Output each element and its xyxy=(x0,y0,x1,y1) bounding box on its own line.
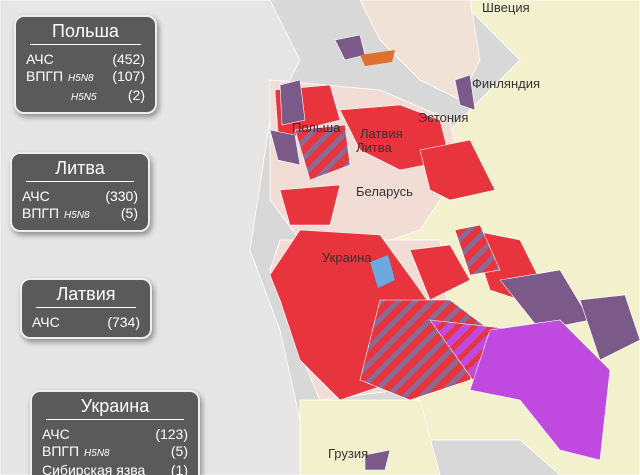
map-label: Швеция xyxy=(482,0,530,15)
box-row: АЧС (123) xyxy=(42,426,188,443)
violet-region xyxy=(469,319,611,461)
map-label: Финляндия xyxy=(472,76,540,91)
row-count: (1) xyxy=(170,462,188,475)
row-subtype xyxy=(55,188,106,205)
info-box: Литва АЧС (330) ВПГП H5N8 (5) xyxy=(10,152,150,232)
row-label: Сибирская язва xyxy=(42,462,146,475)
row-label: ВПГП xyxy=(22,205,60,221)
row-count: (5) xyxy=(170,443,188,459)
info-box: Украина АЧС (123) ВПГП H5N8 (5) Сибирская язва… xyxy=(30,390,200,475)
box-title: Литва xyxy=(26,158,134,182)
map-label: Латвия xyxy=(360,126,403,141)
box-row: Сибирская язва (1) xyxy=(42,462,188,475)
row-count: (452) xyxy=(112,51,145,67)
map-label: Украина xyxy=(322,250,372,265)
row-count: (330) xyxy=(105,188,138,204)
box-row: АЧС (452) xyxy=(26,51,145,68)
info-box: Латвия АЧС (734) xyxy=(20,278,152,339)
row-subtype xyxy=(150,462,171,475)
map-label: Беларусь xyxy=(356,184,413,199)
row-subtype xyxy=(59,51,113,68)
info-box: Польша АЧС (452) ВПГП H5N8 (107) H5N5 (2) xyxy=(14,15,157,114)
row-subtype: H5N5 xyxy=(71,92,97,103)
row-count: (2) xyxy=(127,87,145,103)
row-label: ВПГП xyxy=(26,68,64,84)
row-label xyxy=(26,87,66,106)
orange-region xyxy=(360,50,395,66)
row-count: (734) xyxy=(107,314,140,330)
box-row: АЧС (330) xyxy=(22,188,138,205)
row-subtype xyxy=(75,426,156,443)
row-count: (5) xyxy=(120,205,138,221)
box-row: АЧС (734) xyxy=(32,314,140,331)
row-count: (123) xyxy=(155,426,188,442)
row-subtype xyxy=(65,314,108,331)
map-label: Литва xyxy=(356,140,393,155)
row-label: АЧС xyxy=(22,188,50,204)
row-count: (107) xyxy=(112,68,145,84)
lake xyxy=(370,255,395,288)
row-label: ВПГП xyxy=(42,443,80,459)
map-label: Эстония xyxy=(418,110,468,125)
map-label: Грузия xyxy=(328,446,368,461)
box-row: H5N5 (2) xyxy=(26,87,145,106)
box-title: Польша xyxy=(30,21,141,45)
row-subtype: H5N8 xyxy=(84,448,110,459)
row-label: АЧС xyxy=(32,314,60,330)
box-row: ВПГП H5N8 (5) xyxy=(42,443,188,462)
row-label: АЧС xyxy=(42,426,70,442)
row-subtype: H5N8 xyxy=(68,73,94,84)
map-label: Польша xyxy=(292,120,341,135)
box-row: ВПГП H5N8 (5) xyxy=(22,205,138,224)
row-subtype: H5N8 xyxy=(64,210,90,221)
box-title: Латвия xyxy=(36,284,136,308)
box-title: Украина xyxy=(46,396,184,420)
purple-regions xyxy=(269,34,640,471)
row-label: АЧС xyxy=(26,51,54,67)
box-row: ВПГП H5N8 (107) xyxy=(26,68,145,87)
